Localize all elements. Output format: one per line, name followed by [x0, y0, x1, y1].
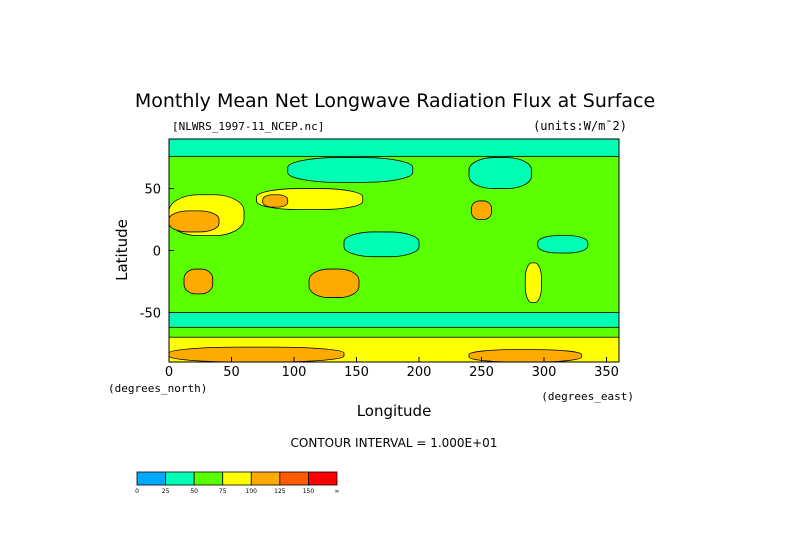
y-axis: 50 0 -50: [140, 183, 174, 321]
y-tick-label: 0: [153, 245, 161, 260]
x-tick-label: 50: [223, 365, 240, 380]
colorbar-label: 150: [303, 488, 315, 495]
units-label: (units:W/m¯2): [533, 119, 627, 133]
x-tick-label: 150: [344, 365, 369, 380]
field-region: [168, 346, 345, 363]
colorbar-label: 0: [135, 488, 139, 495]
x-tick-label: 100: [282, 365, 307, 380]
field-region: [168, 312, 620, 328]
field-region: [183, 268, 214, 295]
y-tick-label: -50: [140, 306, 161, 321]
colorbar: 0 25 50 75 100 125 150 ∞: [135, 471, 340, 495]
x-axis-label: Longitude: [357, 402, 432, 420]
x-tick-label: 350: [594, 365, 619, 380]
chart-title: Monthly Mean Net Longwave Radiation Flux…: [135, 90, 655, 112]
field-region: [537, 235, 589, 254]
field-region: [468, 157, 532, 189]
y-units-label: (degrees_north): [108, 382, 207, 395]
y-axis-label: Latitude: [113, 219, 131, 281]
file-label: [NLWRS_1997-11_NCEP.nc]: [172, 120, 324, 133]
field-region: [168, 210, 220, 233]
x-tick-label: 200: [407, 365, 432, 380]
x-axis: 0 50 100 150 200 250 300 350: [165, 357, 619, 380]
colorbar-swatch: [193, 471, 224, 486]
x-tick-label: 250: [469, 365, 494, 380]
colorbar-label: 125: [274, 488, 286, 495]
colorbar-label: 50: [190, 488, 198, 495]
colorbar-label: ∞: [335, 488, 340, 495]
contour-interval-label: CONTOUR INTERVAL = 1.000E+01: [291, 436, 498, 450]
field-region: [262, 194, 289, 208]
colorbar-label: 25: [162, 488, 170, 495]
x-tick-label: 0: [165, 365, 173, 380]
field-region: [524, 262, 542, 303]
colorbar-swatch: [250, 471, 281, 486]
colorbar-swatch: [165, 471, 195, 486]
field-region: [287, 157, 414, 183]
x-tick-label: 300: [532, 365, 557, 380]
contour-field: [168, 138, 620, 363]
field-region: [168, 138, 620, 157]
colorbar-swatch: [222, 471, 252, 486]
colorbar-swatch: [136, 471, 166, 486]
colorbar-swatch: [279, 471, 309, 486]
field-region: [308, 268, 360, 298]
x-units-label: (degrees_east): [541, 390, 634, 403]
field-region: [343, 231, 420, 258]
y-tick-label: 50: [144, 183, 161, 198]
colorbar-label: 100: [246, 488, 258, 495]
colorbar-label: 75: [219, 488, 227, 495]
field-region: [468, 349, 582, 363]
field-region: [471, 200, 492, 220]
colorbar-swatch: [308, 471, 338, 486]
